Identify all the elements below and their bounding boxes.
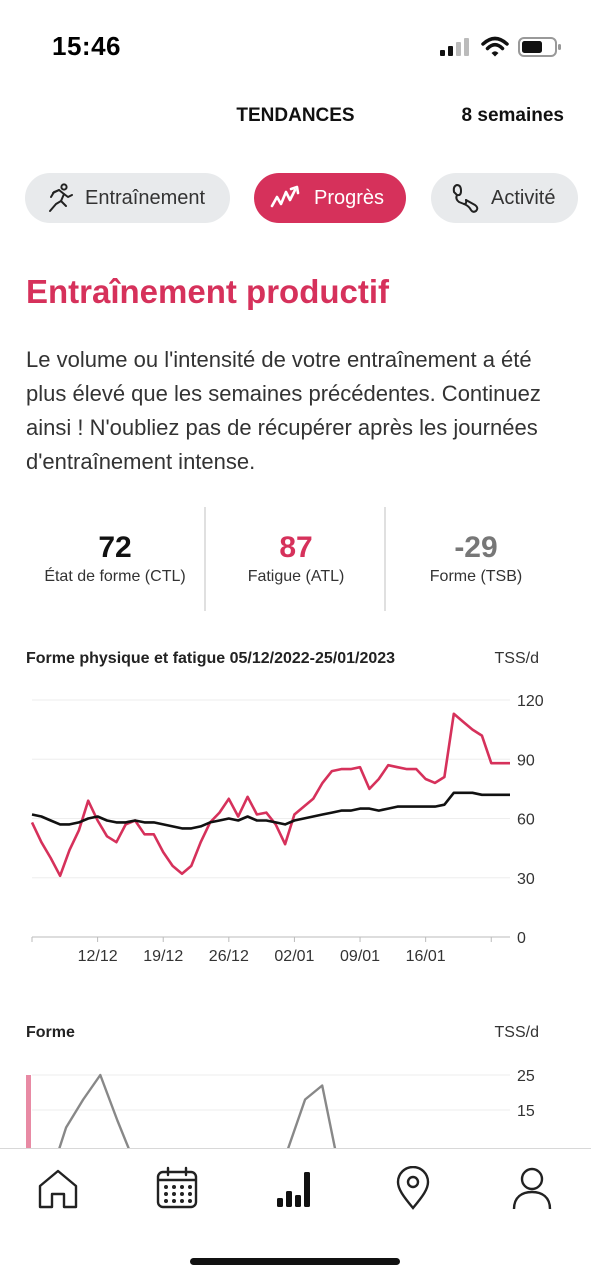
y-tick-label: 30 (517, 871, 535, 888)
location-pin-icon[interactable] (391, 1166, 435, 1210)
form-zone-marker (26, 1075, 31, 1150)
tab-activity[interactable]: Activité (431, 173, 578, 223)
stat-atl-value: 87 (279, 531, 313, 564)
trend-icon (270, 185, 300, 208)
x-tick-label: 12/12 (78, 948, 118, 965)
footprints-icon (452, 184, 479, 213)
y-tick-label: 15 (517, 1103, 535, 1120)
stat-ctl-value: 72 (98, 531, 132, 564)
tab-progress[interactable]: Progrès (254, 173, 406, 223)
stat-atl: 87 Fatigue (ATL) (206, 528, 386, 586)
x-tick-label: 02/01 (274, 948, 314, 965)
stat-atl-label: Fatigue (ATL) (247, 568, 345, 585)
chart-fitness-unit: TSS/d (494, 650, 539, 667)
battery-icon (518, 37, 561, 57)
x-tick-label: 09/01 (340, 948, 380, 965)
trends-bar-chart-icon[interactable] (273, 1166, 317, 1210)
tab-training[interactable]: Entraînement (25, 173, 230, 223)
period-selector[interactable]: 8 semaines (461, 105, 564, 126)
form-tsb-line (57, 1073, 337, 1150)
y-tick-label: 90 (517, 752, 535, 769)
home-icon[interactable] (36, 1166, 80, 1210)
home-indicator (190, 1258, 400, 1265)
insight-title: Entraînement productif (26, 273, 390, 310)
page-title: TENDANCES (236, 105, 355, 126)
y-tick-label: 60 (517, 812, 535, 829)
fatigue-atl-line (30, 712, 510, 878)
stat-ctl: 72 État de forme (CTL) (25, 528, 205, 586)
stat-tsb-label: Forme (TSB) (429, 568, 523, 585)
y-tick-label: 25 (517, 1068, 535, 1085)
status-time: 15:46 (52, 31, 121, 61)
calendar-icon[interactable] (155, 1166, 199, 1210)
tab-progress-label: Progrès (314, 186, 385, 209)
profile-icon[interactable] (510, 1166, 554, 1210)
divider (204, 507, 206, 611)
chart-form-unit: TSS/d (494, 1024, 539, 1041)
stat-tsb-value: -29 (454, 531, 498, 564)
running-icon (49, 183, 73, 212)
y-tick-label: 0 (517, 930, 526, 947)
tab-activity-label: Activité (491, 186, 556, 209)
fitness-fatigue-chart[interactable]: 0 30 60 90 120 12/12 19/12 26/12 02/01 09/01 16/01 (0, 670, 591, 980)
x-tick-label: 19/12 (143, 948, 183, 965)
chart-fitness-title: Forme physique et fatigue 05/12/2022-25/… (26, 650, 396, 667)
stat-tsb: -29 Forme (TSB) (386, 528, 566, 586)
x-tick-label: 16/01 (406, 948, 446, 965)
fitness-ctl-line (31, 791, 510, 830)
chart-form-title: Forme (26, 1024, 75, 1041)
x-tick-label: 26/12 (209, 948, 249, 965)
y-tick-label: 120 (517, 693, 544, 710)
insight-text: Le volume ou l'intensité de votre entraî… (26, 347, 541, 474)
cellular-signal-icon (440, 38, 469, 56)
tab-training-label: Entraînement (85, 186, 206, 209)
stat-ctl-label: État de forme (CTL) (44, 568, 186, 585)
form-chart[interactable]: 25 15 (0, 1060, 591, 1150)
divider (384, 507, 386, 611)
wifi-icon (481, 36, 509, 57)
